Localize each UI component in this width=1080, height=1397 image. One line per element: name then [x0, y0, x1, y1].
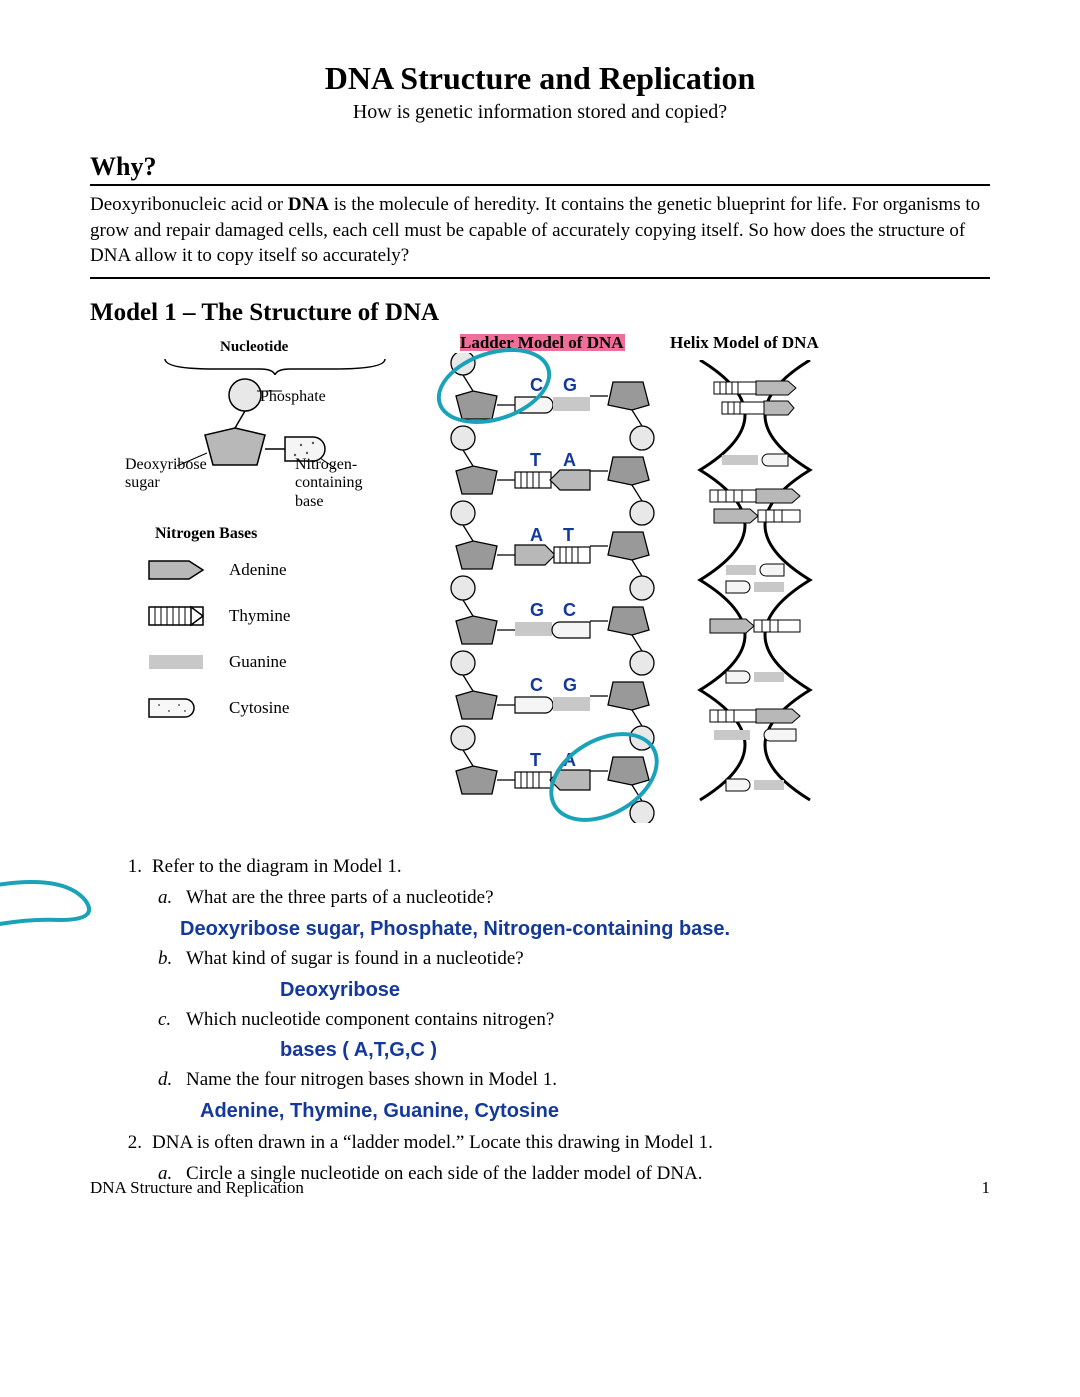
q1c-answer: bases ( A,T,G,C ): [280, 1039, 990, 1062]
page-title: DNA Structure and Replication: [90, 60, 990, 97]
legend-guanine: Guanine: [145, 647, 287, 677]
q1d-answer: Adenine, Thymine, Guanine, Cytosine: [200, 1100, 990, 1123]
model1-heading: Model 1 – The Structure of DNA: [90, 299, 990, 327]
svg-text:T: T: [530, 450, 541, 470]
page-subtitle: How is genetic information stored and co…: [90, 101, 990, 124]
divider: [90, 277, 990, 279]
why-heading: Why?: [90, 152, 990, 182]
nitrobase-label: Nitrogen-containing base: [295, 456, 385, 511]
deoxyribose-label: Deoxyribose sugar: [125, 456, 205, 493]
legend-thymine: Thymine: [145, 601, 290, 631]
helix-title: Helix Model of DNA: [670, 333, 819, 353]
nitrogen-bases-heading: Nitrogen Bases: [155, 525, 257, 543]
nucleotide-label: Nucleotide: [220, 339, 288, 356]
legend-cytosine: Cytosine: [145, 693, 289, 723]
phosphate-label: Phosphate: [260, 388, 326, 406]
q1b: b.What kind of sugar is found in a nucle…: [158, 945, 990, 973]
svg-text:G: G: [563, 675, 577, 695]
svg-text:G: G: [530, 600, 544, 620]
q1b-answer: Deoxyribose: [280, 979, 990, 1002]
svg-text:C: C: [530, 675, 543, 695]
q1a: a.What are the three parts of a nucleoti…: [158, 884, 990, 912]
q1d: d.Name the four nitrogen bases shown in …: [158, 1066, 990, 1094]
svg-text:C: C: [563, 600, 576, 620]
footer-title: DNA Structure and Replication: [90, 1178, 304, 1198]
svg-text:T: T: [530, 750, 541, 770]
model1-diagram: Nucleotide Phosphate Deoxyribose sugar N…: [115, 333, 990, 843]
ladder-title: Ladder Model of DNA: [460, 333, 624, 353]
q1: 1.Refer to the diagram in Model 1.: [120, 853, 990, 881]
margin-doodle: [0, 860, 120, 960]
svg-text:T: T: [563, 525, 574, 545]
q1a-answer: Deoxyribose sugar, Phosphate, Nitrogen-c…: [180, 918, 990, 941]
q2: 2.DNA is often drawn in a “ladder model.…: [120, 1129, 990, 1157]
helix-diagram: [670, 360, 845, 810]
footer-page: 1: [982, 1178, 991, 1198]
why-body: Deoxyribonucleic acid or DNA is the mole…: [90, 186, 990, 277]
svg-text:G: G: [563, 375, 577, 395]
legend-adenine: Adenine: [145, 555, 287, 585]
svg-text:A: A: [563, 450, 576, 470]
q1c: c.Which nucleotide component contains ni…: [158, 1006, 990, 1034]
svg-text:A: A: [530, 525, 543, 545]
